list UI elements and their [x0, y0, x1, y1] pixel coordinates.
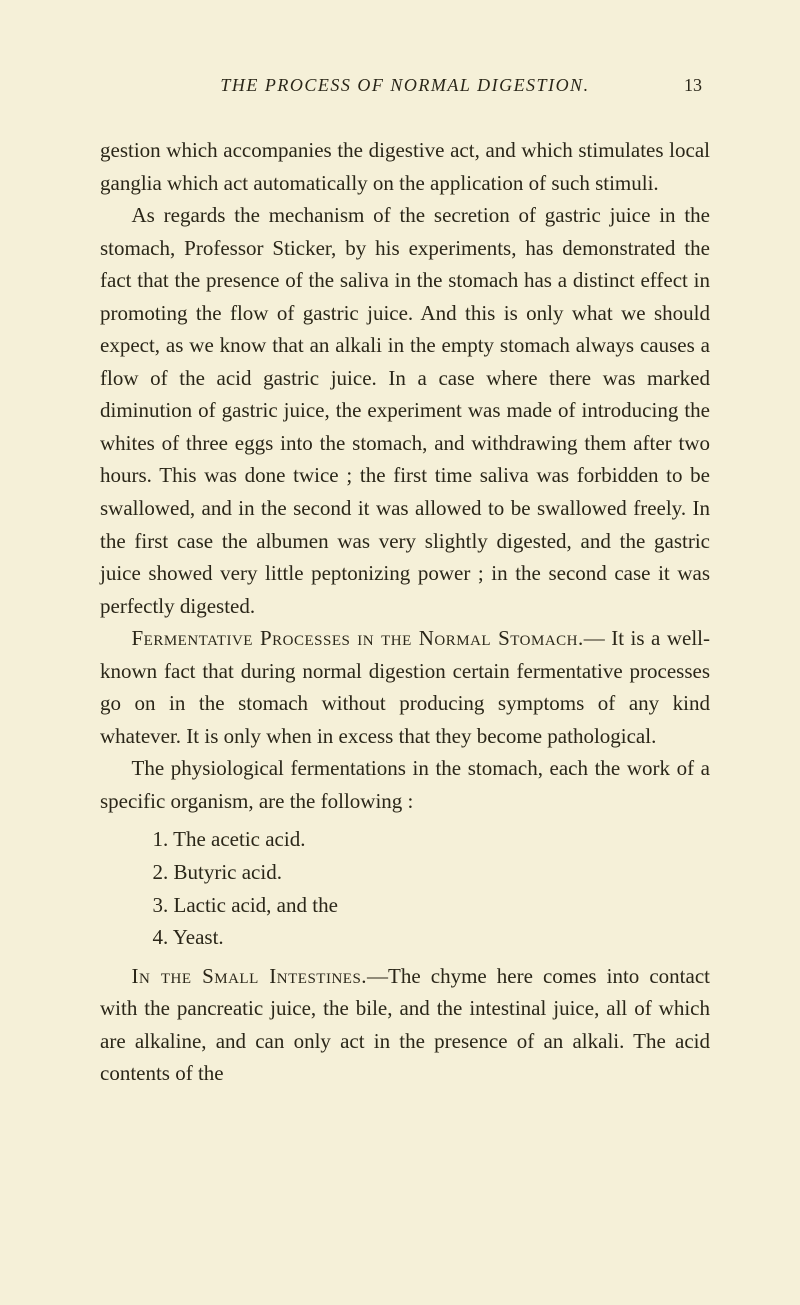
body-text: gestion which accompanies the digestive … — [100, 134, 710, 1090]
paragraph-5: In the Small Intestines.—The chyme here … — [100, 960, 710, 1090]
paragraph-1: gestion which accompanies the digestive … — [100, 134, 710, 199]
paragraph-4: The physiological fermentations in the s… — [100, 752, 710, 817]
paragraph-3-lead: Fermentative Processes in the Normal Sto… — [132, 626, 584, 650]
list-item: 3. Lactic acid, and the — [153, 889, 711, 922]
fermentation-list: 1. The acetic acid. 2. Butyric acid. 3. … — [153, 823, 711, 953]
page-container: THE PROCESS OF NORMAL DIGESTION. 13 gest… — [0, 0, 800, 1150]
list-item: 2. Butyric acid. — [153, 856, 711, 889]
list-item: 1. The acetic acid. — [153, 823, 711, 856]
paragraph-2: As regards the mechanism of the secretio… — [100, 199, 710, 622]
paragraph-5-lead: In the Small Intestines. — [132, 964, 368, 988]
list-item: 4. Yeast. — [153, 921, 711, 954]
paragraph-3: Fermentative Processes in the Normal Sto… — [100, 622, 710, 752]
running-header: THE PROCESS OF NORMAL DIGESTION. 13 — [100, 75, 710, 96]
page-number: 13 — [672, 75, 702, 96]
running-title: THE PROCESS OF NORMAL DIGESTION. — [138, 75, 672, 96]
